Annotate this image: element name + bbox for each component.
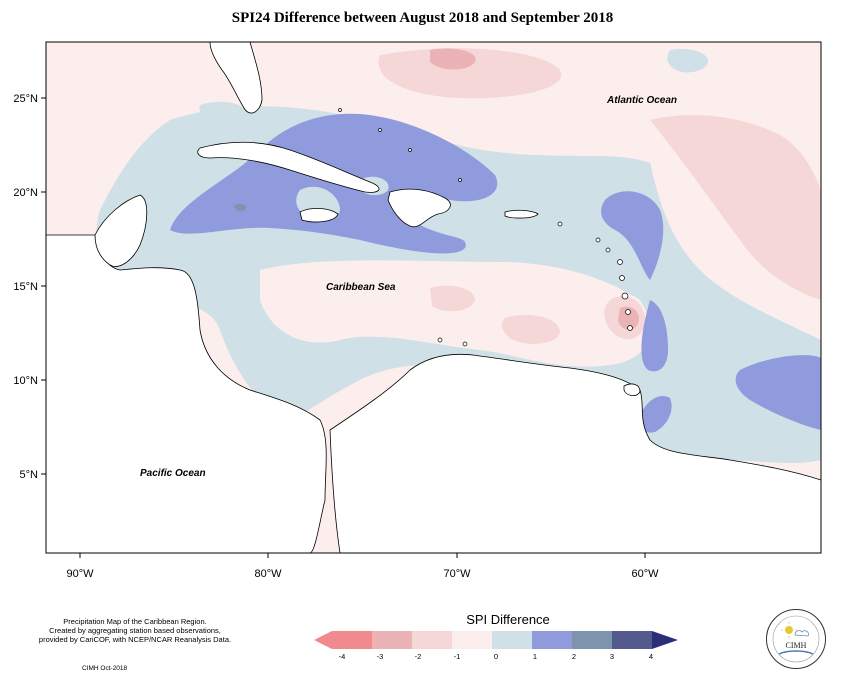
y-tick-label: 25°N (13, 93, 38, 105)
legend-tick-label: 0 (493, 652, 499, 661)
y-tick-label: 15°N (13, 281, 38, 293)
legend-tick-label: 1 (532, 652, 538, 661)
legend-tick-label: 2 (571, 652, 577, 661)
footer-line: provided by CariCOF, with NCEP/NCAR Rean… (38, 635, 232, 644)
x-axis: 90°W 80°W 70°W 60°W (66, 553, 659, 580)
spi-zone-neg1-gulf (46, 42, 192, 170)
legend-swatch (612, 631, 652, 649)
coastlines (46, 42, 821, 553)
spi-zone-neg2-se-caribbean (501, 314, 560, 344)
legend-swatch (372, 631, 412, 649)
legend-arrow-left (314, 631, 332, 649)
legend-tick-label: 4 (648, 652, 654, 661)
legend-swatch (492, 631, 532, 649)
spi-zone-neg2-east (650, 115, 821, 300)
footer-line: Precipitation Map of the Caribbean Regio… (63, 617, 207, 626)
legend-swatch (412, 631, 452, 649)
spi-zone-2-3-jamaica (234, 203, 246, 212)
spi-zone-neg3-lesser-antilles (618, 306, 639, 330)
legend-swatch (452, 631, 492, 649)
legend-tick-label: 3 (609, 652, 615, 661)
legend-colorbar (314, 631, 678, 649)
spi-zone-neg3-north (430, 48, 476, 70)
footer-description: Precipitation Map of the Caribbean Regio… (20, 617, 250, 644)
cloud-icon (794, 630, 809, 637)
y-tick-label: 5°N (20, 469, 39, 481)
logo-text: CIMH (786, 641, 807, 650)
legend-tick-label: -1 (453, 652, 461, 661)
spi-zone-1-2-east (601, 191, 664, 280)
label-atlantic-ocean: Atlantic Ocean (606, 95, 677, 106)
legend-title: SPI Difference (466, 612, 550, 627)
land-central-america (46, 234, 327, 553)
footer-credit: CIMH Oct-2018 (82, 665, 128, 672)
spi-zone-neg2-central (430, 285, 475, 312)
y-axis: 5°N 10°N 15°N 20°N 25°N (13, 93, 46, 481)
label-pacific-ocean: Pacific Ocean (140, 468, 206, 479)
spi-zone-1-2-atlantic (735, 355, 821, 430)
spi-zone-neg2-north (378, 48, 562, 99)
y-tick-label: 10°N (13, 375, 38, 387)
legend-swatch (332, 631, 372, 649)
spi-zone-1-2-trinidad (637, 396, 672, 433)
legend-tick-label: -3 (376, 652, 384, 661)
sun-icon (785, 626, 793, 634)
land-yucatan (94, 194, 148, 267)
x-tick-label: 90°W (66, 568, 94, 580)
legend-tick-label: -4 (338, 652, 346, 661)
legend-arrow-right (652, 631, 678, 649)
cimh-logo: CIMH (766, 609, 826, 669)
label-caribbean-sea: Caribbean Sea (326, 282, 396, 293)
x-tick-label: 70°W (443, 568, 471, 580)
spi-field (46, 42, 821, 553)
spi-zone-1-2-lesser-antilles (641, 300, 668, 372)
small-islands (338, 108, 633, 347)
x-tick-label: 60°W (631, 568, 659, 580)
footer-line: Created by aggregating station based obs… (49, 626, 221, 635)
land-jamaica (299, 208, 339, 223)
land-puerto-rico (504, 209, 539, 219)
spi-zone-0-1-ne (667, 49, 709, 73)
land-trinidad (623, 383, 641, 396)
map-frame (45, 41, 822, 554)
y-tick-label: 20°N (13, 187, 38, 199)
land-florida (209, 42, 263, 114)
legend-tick-label: -2 (414, 652, 422, 661)
legend-swatch (532, 631, 572, 649)
x-tick-label: 80°W (254, 568, 282, 580)
land-hispaniola (387, 188, 451, 228)
spi-zone-0-1-north (199, 101, 247, 123)
legend-swatch (572, 631, 612, 649)
map-title: SPI24 Difference between August 2018 and… (231, 10, 614, 26)
land-cuba (197, 141, 380, 193)
